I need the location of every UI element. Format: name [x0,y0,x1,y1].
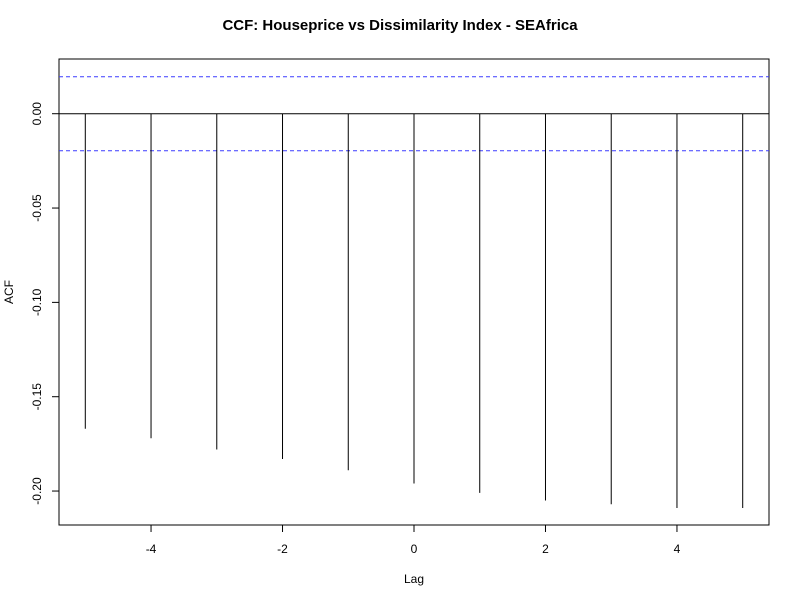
ccf-bars [84,113,744,509]
x-tick-label: -2 [277,542,288,556]
y-axis: 0.00 -0.05 -0.10 -0.15 -0.20 [30,102,59,505]
y-tick-label: -0.10 [30,288,44,316]
y-tick-label: -0.05 [30,194,44,222]
y-axis-label: ACF [2,280,16,304]
y-tick-label: -0.15 [30,383,44,411]
x-axis-label: Lag [404,572,424,586]
x-axis: -4 -2 0 2 4 [146,525,681,556]
y-tick-label: -0.20 [30,477,44,505]
x-tick-label: 4 [674,542,681,556]
x-tick-label: 0 [411,542,418,556]
y-tick-label: 0.00 [30,102,44,126]
x-tick-label: 2 [542,542,549,556]
x-tick-label: -4 [146,542,157,556]
chart-title: CCF: Houseprice vs Dissimilarity Index -… [222,17,578,34]
